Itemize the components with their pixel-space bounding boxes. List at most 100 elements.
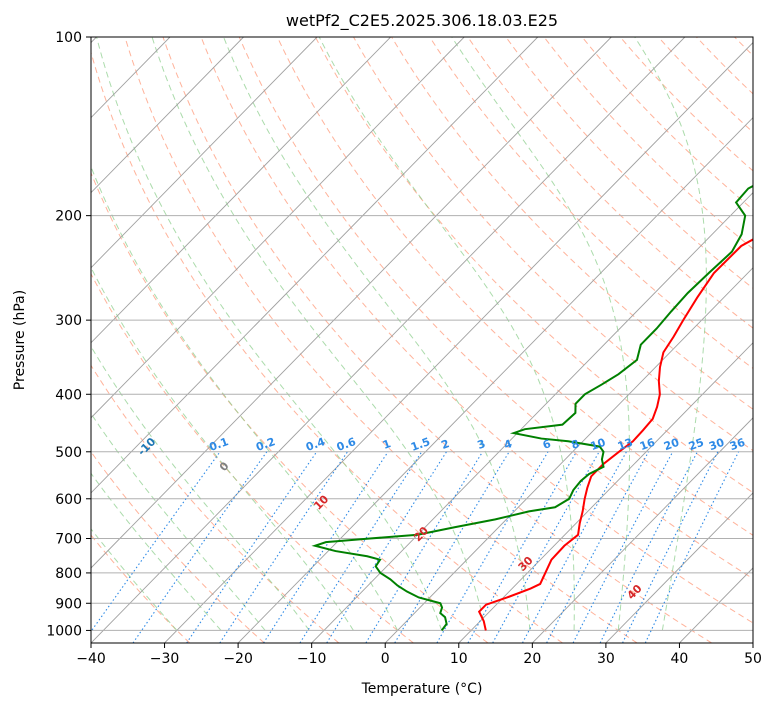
dry-adiabat-line [238,37,753,580]
dry-adiabat-line [353,37,753,452]
dry-adiabat-line [467,37,753,329]
mixing-ratio-label: 1.5 [409,435,432,454]
x-tick-label: −20 [223,651,253,667]
dewpoint-profile-line [311,184,753,632]
isotherm-line [605,492,753,643]
y-tick-label: 800 [55,566,82,582]
mixing-ratio-label: 20 [662,436,681,454]
moist-adiabat-line [91,472,222,631]
mixing-ratio-line [492,451,600,643]
moist-adiabat-line [91,266,354,631]
x-tick-label: 0 [381,651,390,667]
isotherm-line [532,417,753,643]
x-tick-label: 50 [744,651,762,667]
mixing-ratio-label: 0.4 [304,435,327,454]
isotherm-line [91,37,539,494]
x-tick-label: −40 [76,651,106,667]
dry-adiabat-line [429,37,753,370]
dry-adiabat-line [391,37,753,410]
y-tick-label: 400 [55,387,82,403]
chart-title: wetPf2_C2E5.2025.306.18.03.E25 [286,11,558,31]
isotherm-line [384,267,753,643]
y-tick-label: 500 [55,445,82,461]
y-tick-label: 300 [55,313,82,329]
isotherm-line [458,342,753,643]
plot-frame [90,36,754,644]
isotherm-line [91,37,612,569]
profile-lines [311,184,753,632]
x-tick-label: 30 [597,651,615,667]
mixing-ratio-line [546,451,650,643]
mixing-ratio-line [644,451,740,643]
dry-adiabat-line [91,364,340,643]
dry-adiabat-line [314,37,753,494]
mixing-ratio-label: 25 [687,436,706,453]
mixing-ratio-label: 3 [476,437,488,452]
mixing-ratio-label: 1 [381,437,393,452]
moist-adiabat-line [96,37,443,631]
y-tick-label: 1000 [46,623,82,639]
x-tick-label: 40 [671,651,689,667]
y-axis-label: Pressure (hPa) [12,290,28,390]
dry-adiabat-line [91,171,489,643]
dry-adiabat-line [162,37,713,643]
isotherm-line [91,37,244,194]
isotherm-line [91,37,686,643]
y-tick-label: 200 [55,209,82,225]
mixing-ratio-label: 16 [638,436,657,454]
isotherm-line [752,642,753,643]
moist-adiabat-line [318,37,575,631]
mixing-ratio-label: 6 [541,437,553,452]
dry-adiabat-line [91,50,563,643]
mixing-ratio-line [132,451,268,643]
y-tick-label: 900 [55,596,82,612]
dry-adiabat-label: -20 [54,405,77,428]
mixing-ratio-line [299,451,423,643]
mixing-ratio-label: 30 [707,436,726,454]
moist-adiabat-line [223,37,531,631]
mixing-ratio-label: 0.2 [254,435,277,454]
mixing-ratio-line [263,451,389,643]
mixing-ratio-label: 8 [569,437,581,452]
mixing-ratio-label: 10 [589,436,608,454]
mixing-ratio-line [326,451,447,643]
mixing-ratio-label: 0.6 [335,435,358,454]
mixing-ratio-line [219,451,348,643]
x-axis-label: Temperature (°C) [361,681,483,697]
x-tick-label: −30 [150,651,180,667]
dry-adiabat-line [124,37,638,643]
mixing-ratio-line [186,451,318,643]
isotherm-line [91,37,318,269]
plot-area [91,37,753,643]
x-tick-label: 20 [523,651,541,667]
background-lines [91,37,753,643]
mixing-ratio-line [622,451,719,643]
axes: −40 −30 −20 −10 0 10 20 30 40 5010020030040050060… [46,30,762,667]
moist-adiabat-line [91,528,178,631]
y-tick-label: 100 [55,30,82,46]
mixing-ratio-label: 13 [616,436,635,453]
mixing-ratio-label: 0.1 [207,435,230,454]
dry-adiabat-line [91,450,265,643]
y-tick-label: 700 [55,532,82,548]
moist-adiabat-line [151,37,487,631]
mixing-ratio-line [91,451,221,633]
moist-adiabat-line [91,412,266,631]
x-tick-label: 10 [450,651,468,667]
mixing-ratio-label: 2 [439,437,451,452]
temperature-profile-line [477,238,753,631]
isotherm-line [311,192,753,643]
mixing-ratio-line [394,451,510,643]
moist-adiabat-line [91,165,398,631]
y-tick-label: 600 [55,492,82,508]
moist-adiabat-line [91,345,310,631]
mixing-ratio-label: 36 [728,436,747,454]
dry-adiabat-line [505,37,753,289]
mixing-ratio-label: 4 [502,437,514,452]
isotherm-line [164,41,753,643]
x-tick-label: −10 [297,651,327,667]
isotherm-line [91,37,465,419]
dry-adiabat-line [200,37,753,624]
isotherm-line [91,37,391,344]
